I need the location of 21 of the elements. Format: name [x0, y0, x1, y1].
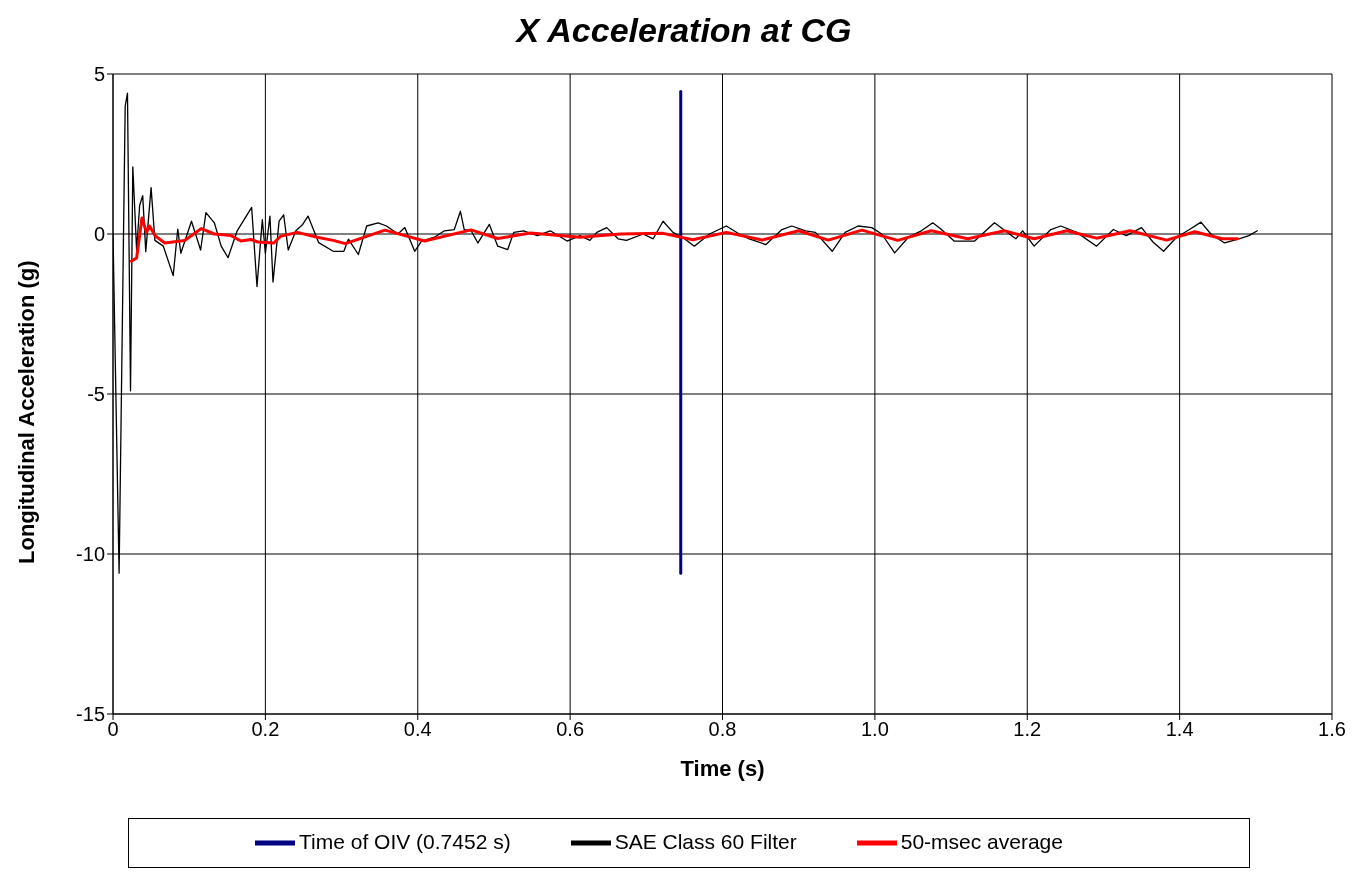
y-axis-title: Longitudinal Acceleration (g) [13, 260, 39, 564]
x-tick-label: 1.6 [1318, 718, 1346, 741]
x-tick-label: 0.2 [251, 718, 280, 741]
x-tick-label: 0.8 [708, 718, 737, 741]
x-axis-title: Time (s) [680, 756, 765, 781]
y-tick-label: 0 [93, 223, 105, 246]
legend-label: Time of OIV (0.7452 s) [299, 829, 511, 853]
x-tick-label: 0 [107, 718, 119, 741]
y-tick-label: -15 [76, 703, 105, 726]
x-tick-label: 1.4 [1165, 718, 1194, 741]
line-series [129, 216, 1240, 263]
x-tick-label: 1.2 [1013, 718, 1042, 741]
x-tick-label: 0.4 [403, 718, 432, 741]
x-tick-label: 1.0 [860, 718, 889, 741]
y-tick-label: -5 [87, 383, 105, 406]
legend-label: 50-msec average [900, 829, 1063, 853]
x-tick-label: 0.6 [556, 718, 585, 741]
y-tick-label: 5 [93, 63, 105, 86]
y-tick-label: -10 [76, 543, 105, 566]
chart-title: X Acceleration at CG [514, 10, 853, 51]
legend-label: SAE Class 60 Filter [614, 829, 797, 853]
